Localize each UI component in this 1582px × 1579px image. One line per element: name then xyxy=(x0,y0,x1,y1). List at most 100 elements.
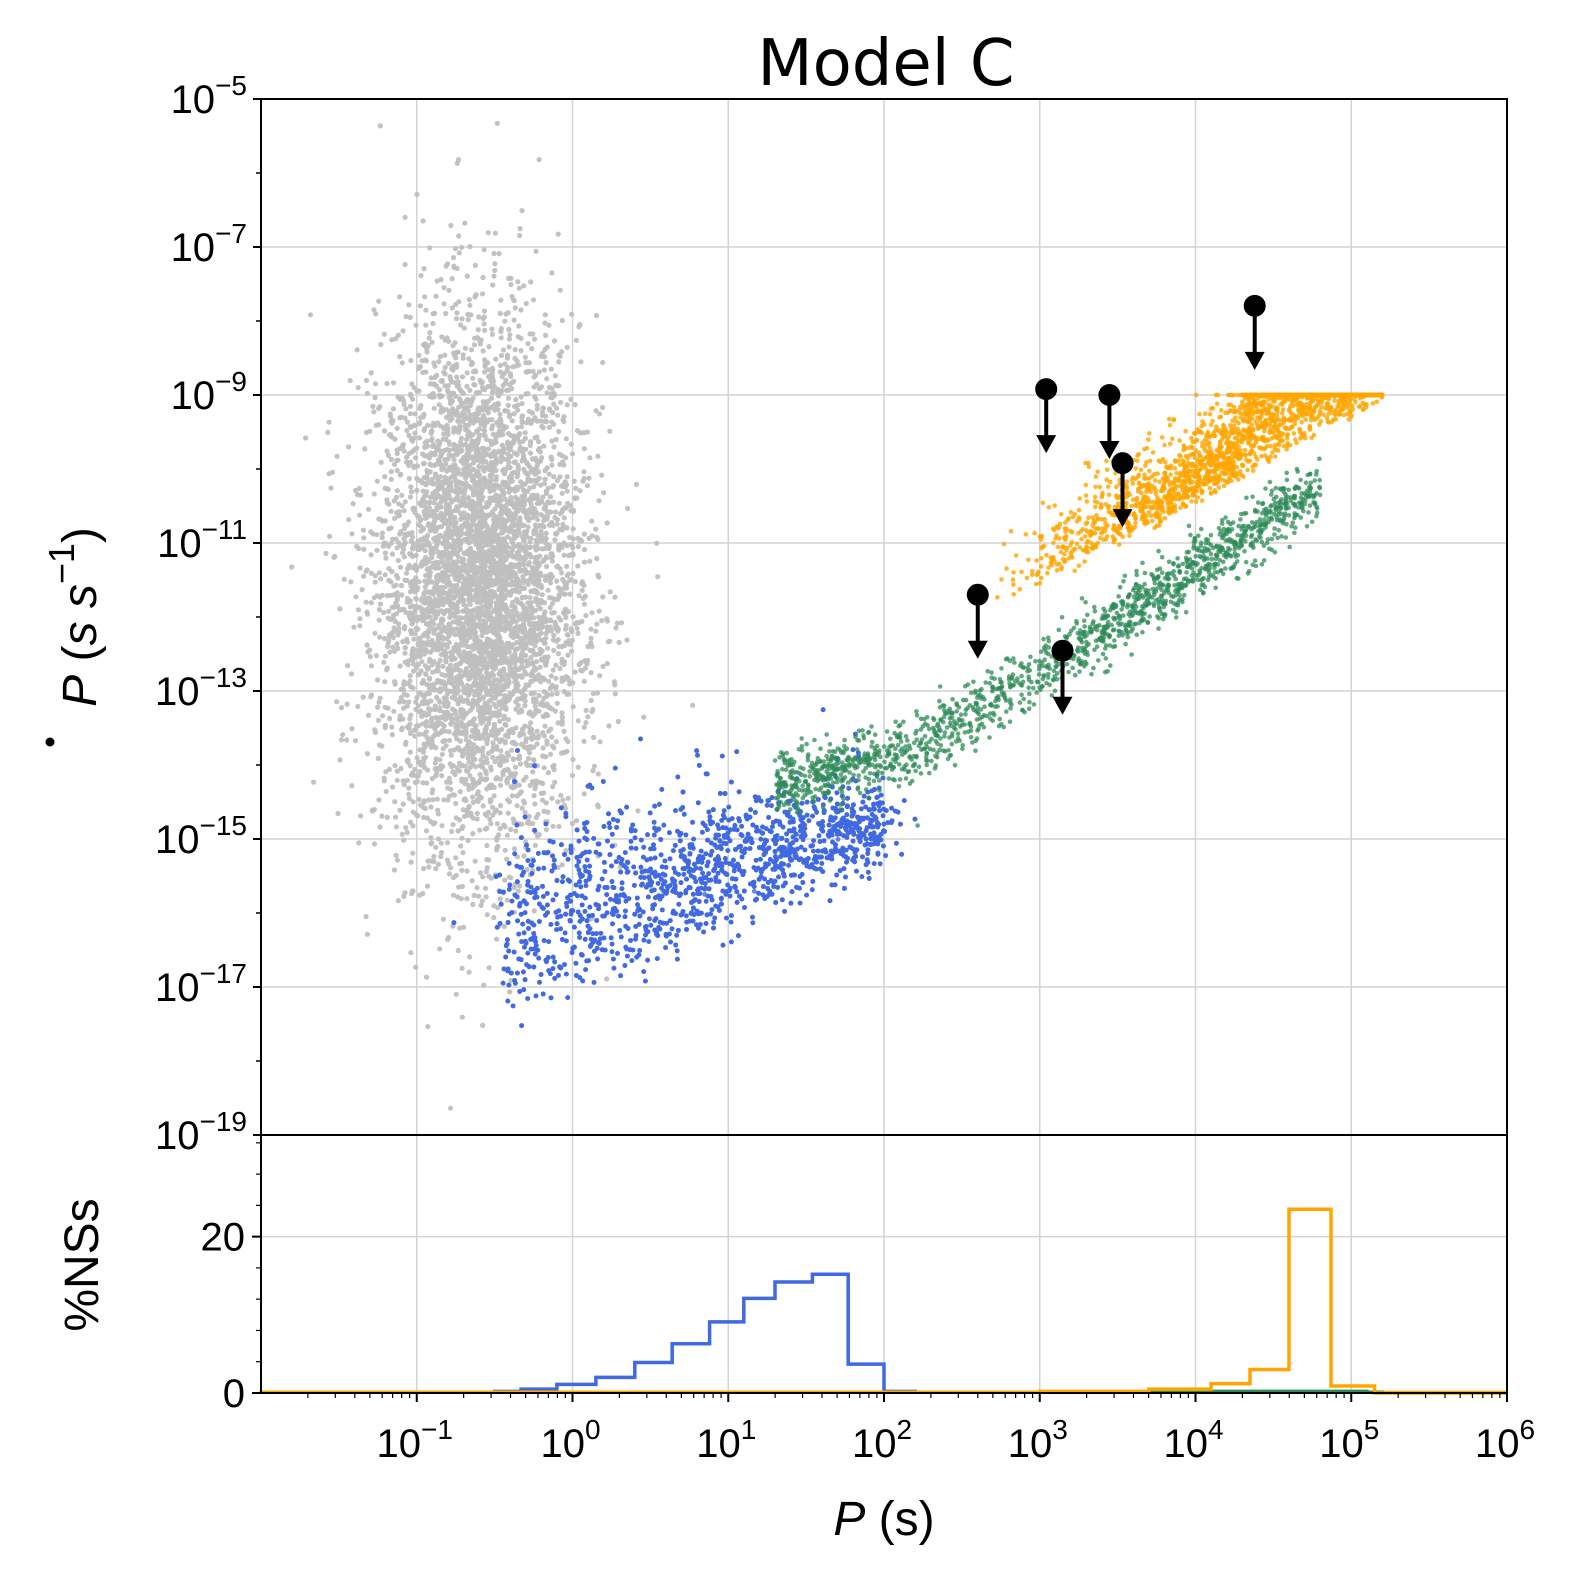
scatter-point xyxy=(411,653,417,660)
scatter-point xyxy=(457,925,463,931)
scatter-point xyxy=(455,349,461,355)
scatter-point xyxy=(423,828,429,834)
scatter-point xyxy=(491,701,497,708)
scatter-point xyxy=(462,781,468,787)
scatter-point xyxy=(457,708,464,714)
scatter-point xyxy=(512,535,518,541)
scatter-point xyxy=(457,738,463,744)
scatter-point xyxy=(521,798,527,804)
scatter-point xyxy=(615,718,621,725)
scatter-point xyxy=(439,773,445,779)
scatter-point xyxy=(540,675,546,681)
scatter-point xyxy=(391,583,397,589)
scatter-point xyxy=(443,554,449,560)
scatter-point xyxy=(428,550,434,557)
scatter-point xyxy=(395,332,401,338)
scatter-point xyxy=(518,643,524,649)
scatter-point xyxy=(403,314,409,320)
scatter-point xyxy=(456,661,462,667)
scatter-point xyxy=(633,481,640,487)
scatter-point xyxy=(406,302,412,308)
scatter-point xyxy=(407,411,413,417)
scatter-point xyxy=(458,694,464,700)
scatter-point xyxy=(480,386,486,392)
scatter-point xyxy=(482,465,488,471)
scatter-point xyxy=(578,538,585,544)
scatter-point xyxy=(575,764,581,770)
scatter-point xyxy=(426,741,432,747)
scatter-point xyxy=(497,810,503,816)
scatter-point xyxy=(463,422,469,428)
scatter-point xyxy=(446,640,452,646)
scatter-point xyxy=(506,799,513,805)
scatter-point xyxy=(538,630,544,636)
scatter-point xyxy=(472,508,478,514)
scatter-point xyxy=(514,425,520,431)
scatter-point xyxy=(372,395,378,401)
scatter-point xyxy=(569,311,575,317)
scatter-point xyxy=(536,157,542,163)
scatter-point xyxy=(477,624,483,630)
scatter-point xyxy=(503,572,510,579)
scatter-point xyxy=(441,301,447,307)
scatter-point xyxy=(475,438,481,444)
scatter-point xyxy=(439,721,445,727)
scatter-point xyxy=(586,535,592,542)
scatter-point xyxy=(480,432,486,438)
scatter-point xyxy=(509,545,515,551)
scatter-point xyxy=(361,573,367,579)
scatter-point xyxy=(548,555,554,561)
scatter-point xyxy=(393,824,400,830)
scatter-point xyxy=(538,582,544,588)
scatter-point xyxy=(360,694,366,700)
scatter-point xyxy=(492,230,498,236)
scatter-point xyxy=(577,488,583,494)
scatter-point xyxy=(559,714,566,721)
scatter-point xyxy=(441,797,447,803)
scatter-point xyxy=(427,469,433,475)
scatter-point xyxy=(561,728,567,735)
scatter-point xyxy=(574,620,580,626)
scatter-point xyxy=(551,401,557,407)
scatter-point xyxy=(370,403,376,409)
scatter-point xyxy=(461,325,467,331)
scatter-point xyxy=(578,359,584,365)
scatter-point xyxy=(410,546,416,552)
scatter-point xyxy=(553,597,559,603)
scatter-point xyxy=(376,570,382,576)
scatter-point xyxy=(426,690,433,696)
scatter-point xyxy=(492,267,498,274)
scatter-point xyxy=(526,637,532,643)
scatter-point xyxy=(654,540,660,546)
scatter-point xyxy=(421,759,427,765)
scatter-point xyxy=(455,507,461,513)
scatter-point xyxy=(395,898,401,904)
scatter-point xyxy=(581,791,587,797)
scatter-point xyxy=(480,587,487,593)
scatter-point xyxy=(415,703,421,709)
scatter-point xyxy=(426,607,432,613)
scatter-point xyxy=(553,436,559,443)
scatter-point xyxy=(436,565,442,571)
scatter-point xyxy=(482,885,489,891)
scatter-point xyxy=(428,698,434,704)
scatter-point xyxy=(527,485,533,491)
scatter-point xyxy=(353,594,359,600)
scatter-point xyxy=(589,518,595,524)
scatter-point xyxy=(655,574,661,580)
scatter-point xyxy=(367,654,373,660)
scatter-point xyxy=(518,394,524,400)
scatter-point xyxy=(412,562,418,568)
scatter-point xyxy=(581,724,587,730)
scatter-point xyxy=(548,673,554,679)
scatter-point xyxy=(539,656,545,662)
scatter-point xyxy=(448,552,454,558)
scatter-point xyxy=(556,546,562,552)
scatter-point xyxy=(439,751,445,757)
scatter-point xyxy=(420,537,426,543)
scatter-point xyxy=(502,408,508,414)
scatter-point xyxy=(551,745,557,751)
scatter-point xyxy=(517,883,523,889)
scatter-point xyxy=(542,723,548,729)
